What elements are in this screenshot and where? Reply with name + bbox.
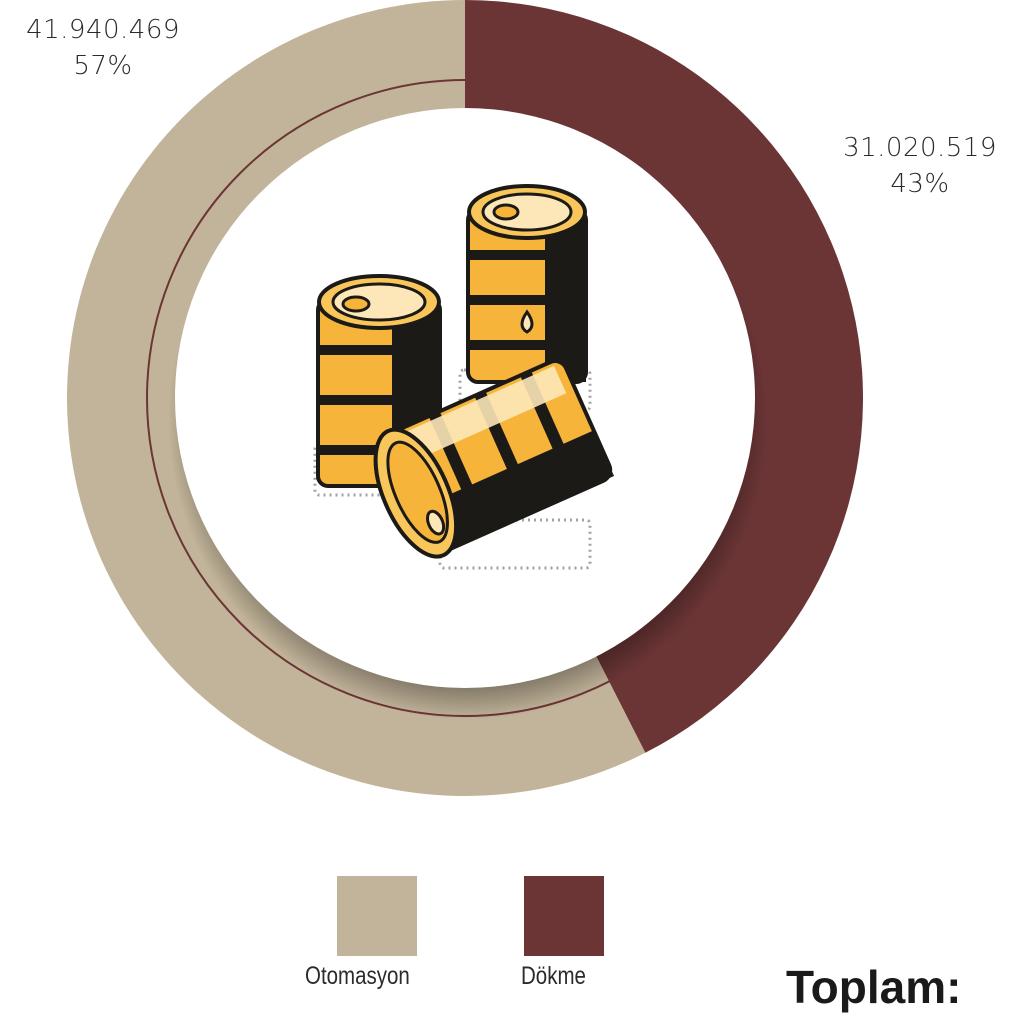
legend-label-dokme: Dökme [521,962,586,990]
legend-swatch-dokme [524,876,604,956]
slice-value-otomasyon: 41.940.469 [26,15,180,45]
slice-value-dokme: 31.020.519 [843,133,997,163]
total-label: Toplam: [786,961,962,1013]
legend-swatch-otomasyon [337,876,417,956]
slice-percent-dokme: 43% [890,169,950,199]
slice-percent-otomasyon: 57% [73,51,133,81]
legend-label-otomasyon: Otomasyon [305,962,410,990]
oil-barrels-icon [313,184,615,570]
slice-label-dokme: 31.020.519 43% [822,130,1018,202]
slice-label-otomasyon: 41.940.469 57% [8,12,198,84]
